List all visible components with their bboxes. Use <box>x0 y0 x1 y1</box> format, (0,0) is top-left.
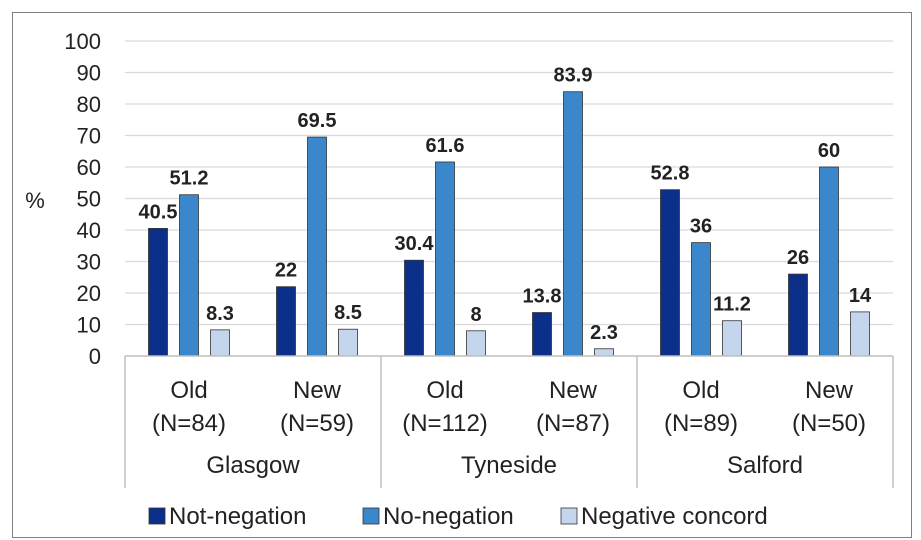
legend-item: No-negation <box>362 503 514 530</box>
y-tick-label: 90 <box>77 61 101 86</box>
legend-label: Not-negation <box>169 503 306 530</box>
data-label: 14 <box>849 285 872 307</box>
y-axis-ticks: 0 10 20 30 40 50 60 70 80 90 100 <box>64 29 101 369</box>
y-tick-label: 20 <box>77 281 101 306</box>
bar <box>338 328 358 357</box>
group-label: Salford <box>727 452 803 479</box>
x-axis <box>124 355 894 488</box>
data-label: 8 <box>470 304 481 326</box>
data-label: 2.3 <box>590 322 618 344</box>
group-labels: Glasgow Tyneside Salford <box>206 452 803 479</box>
y-tick-label: 0 <box>89 344 101 369</box>
bar-chart: 0 10 20 30 40 50 60 70 80 90 100 % 40.5 51.2 8.3 22 69… <box>25 29 894 530</box>
data-label: 52.8 <box>651 163 690 185</box>
legend-swatch <box>362 507 380 525</box>
data-label: 69.5 <box>298 110 337 132</box>
y-tick-label: 40 <box>77 218 101 243</box>
bar <box>466 330 486 357</box>
category-labels: Old (N=84) New (N=59) Old (N=112) New (N=87) Old… <box>152 377 866 437</box>
category-label: Old (N=112) <box>402 377 488 437</box>
data-labels: 40.5 51.2 8.3 22 69.5 8.5 30.4 61.6 8 13.8 83.9 2.3… <box>139 65 872 344</box>
y-tick-label: 10 <box>77 313 101 338</box>
category-label: New (N=50) <box>792 377 866 437</box>
bar <box>722 320 742 357</box>
legend-label: Negative concord <box>581 503 768 530</box>
bar <box>819 166 839 357</box>
bars <box>148 91 870 357</box>
bar <box>563 91 583 357</box>
data-label: 61.6 <box>426 135 465 157</box>
bar <box>148 228 168 357</box>
data-label: 60 <box>818 140 840 162</box>
group-label: Tyneside <box>461 452 557 479</box>
legend-swatch <box>560 507 578 525</box>
data-label: 51.2 <box>170 168 209 190</box>
bar <box>435 161 455 357</box>
chart-frame: 0 10 20 30 40 50 60 70 80 90 100 % 40.5 51.2 8.3 22 69… <box>12 12 912 538</box>
bar <box>660 189 680 357</box>
bar <box>594 348 614 357</box>
y-tick-label: 70 <box>77 124 101 149</box>
gridlines <box>125 40 893 326</box>
legend: Not-negation No-negation Negative concord <box>148 503 768 530</box>
bar <box>276 286 296 357</box>
bar <box>850 311 870 357</box>
y-tick-label: 80 <box>77 92 101 117</box>
data-label: 13.8 <box>523 286 562 308</box>
bar <box>210 329 230 357</box>
bar <box>404 259 424 357</box>
category-label: Old (N=89) <box>664 377 738 437</box>
legend-item: Not-negation <box>148 503 306 530</box>
legend-swatch <box>148 507 166 525</box>
bar <box>691 242 711 357</box>
data-label: 36 <box>690 216 712 238</box>
category-label: New (N=87) <box>536 377 610 437</box>
y-axis-label: % <box>25 188 45 213</box>
data-label: 26 <box>787 247 809 269</box>
bar <box>179 194 199 357</box>
category-label: Old (N=84) <box>152 377 226 437</box>
data-label: 22 <box>275 260 297 282</box>
legend-item: Negative concord <box>560 503 768 530</box>
data-label: 40.5 <box>139 201 178 223</box>
bar <box>788 273 808 357</box>
bar <box>307 136 327 357</box>
data-label: 8.5 <box>334 302 362 324</box>
bar <box>532 312 552 357</box>
legend-label: No-negation <box>383 503 514 530</box>
y-tick-label: 30 <box>77 250 101 275</box>
data-label: 83.9 <box>554 65 593 87</box>
y-tick-label: 60 <box>77 155 101 180</box>
data-label: 8.3 <box>206 303 234 325</box>
data-label: 11.2 <box>713 294 751 316</box>
y-tick-label: 100 <box>64 29 101 54</box>
y-tick-label: 50 <box>77 187 101 212</box>
category-label: New (N=59) <box>280 377 354 437</box>
group-label: Glasgow <box>206 452 300 479</box>
data-label: 30.4 <box>395 233 435 255</box>
